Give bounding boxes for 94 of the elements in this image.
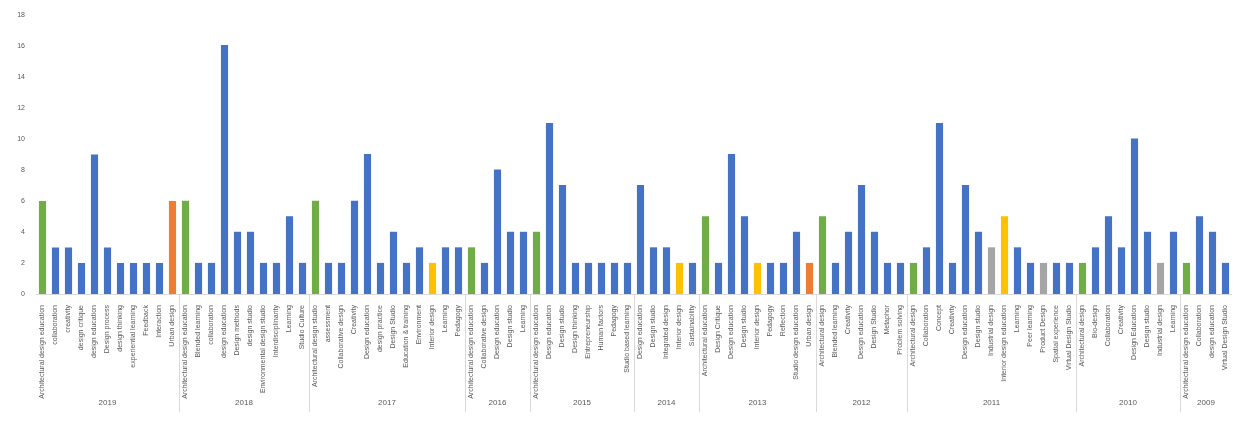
bar — [1078, 262, 1087, 294]
bar — [506, 231, 515, 294]
bar — [961, 185, 970, 294]
x-axis-title: 2010 — [1119, 398, 1138, 408]
bar — [727, 154, 736, 294]
bar — [545, 122, 554, 294]
bar — [1000, 216, 1009, 294]
bar — [181, 200, 190, 294]
bar — [571, 262, 580, 294]
x-axis-title: 2013 — [748, 398, 767, 408]
bar — [974, 231, 983, 294]
bar — [740, 216, 749, 294]
bar — [298, 262, 307, 294]
bar — [441, 247, 450, 294]
bar — [714, 262, 723, 294]
bar — [532, 231, 541, 294]
bar — [142, 263, 151, 294]
bar — [1091, 247, 1100, 294]
bar — [519, 231, 528, 294]
bar — [233, 231, 242, 294]
bar — [129, 263, 138, 294]
x-axis-title: 2014 — [657, 398, 676, 408]
bar — [818, 216, 827, 294]
bar — [779, 262, 788, 294]
bar — [220, 45, 229, 294]
bar — [597, 262, 606, 294]
bar — [857, 185, 866, 294]
bar — [701, 216, 710, 294]
bar — [948, 262, 957, 294]
bar — [1104, 216, 1113, 294]
x-axis-title: 2011 — [982, 398, 1001, 408]
bar — [168, 201, 177, 294]
bar — [246, 231, 255, 294]
bar — [389, 231, 398, 294]
bar — [64, 247, 73, 294]
bar — [493, 169, 502, 294]
bar — [376, 262, 385, 294]
bar — [1130, 138, 1139, 294]
bar — [1026, 262, 1035, 294]
bar — [1013, 247, 1022, 294]
bar — [363, 154, 372, 294]
bar — [311, 200, 320, 294]
x-axis-title: 2012 — [852, 398, 871, 408]
x-axis-title: 2019 — [98, 398, 117, 408]
bar — [792, 231, 801, 294]
bar — [194, 262, 203, 294]
bar — [337, 262, 346, 294]
bar — [90, 154, 99, 294]
bar — [155, 263, 164, 294]
bar — [987, 247, 996, 294]
bar — [480, 262, 489, 294]
bar — [558, 185, 567, 294]
bar — [207, 262, 216, 294]
bar — [584, 262, 593, 294]
bar — [610, 262, 619, 294]
bar — [350, 200, 359, 294]
x-axis-title: 2009 — [1197, 398, 1216, 408]
bar — [285, 216, 294, 294]
bar — [1117, 247, 1126, 294]
bar — [1143, 231, 1152, 294]
bar — [454, 247, 463, 294]
bar — [259, 262, 268, 294]
bar — [103, 247, 112, 294]
bar — [1065, 262, 1074, 294]
bar — [870, 231, 879, 294]
bar — [922, 247, 931, 294]
bar — [272, 262, 281, 294]
bar — [805, 262, 814, 294]
bar — [1169, 231, 1178, 294]
bar — [467, 247, 476, 294]
bar — [402, 262, 411, 294]
bar — [935, 122, 944, 294]
bar — [1156, 262, 1165, 294]
bar — [844, 231, 853, 294]
x-axis-title: 2017 — [378, 398, 397, 408]
x-axis-title: 2018 — [235, 398, 254, 408]
bar — [883, 262, 892, 294]
bar — [1052, 262, 1061, 294]
bar — [77, 263, 86, 294]
bar — [623, 262, 632, 294]
bar — [116, 263, 125, 294]
bar — [415, 247, 424, 294]
bar — [766, 262, 775, 294]
bar — [896, 262, 905, 294]
x-axis-title: 2015 — [573, 398, 592, 408]
x-axis-title: 2016 — [488, 398, 507, 408]
bar — [51, 247, 60, 294]
bar — [909, 262, 918, 294]
bar — [324, 262, 333, 294]
bar — [1039, 262, 1048, 294]
bar — [831, 262, 840, 294]
bar — [428, 262, 437, 294]
bar — [38, 201, 47, 294]
bar — [753, 262, 762, 294]
